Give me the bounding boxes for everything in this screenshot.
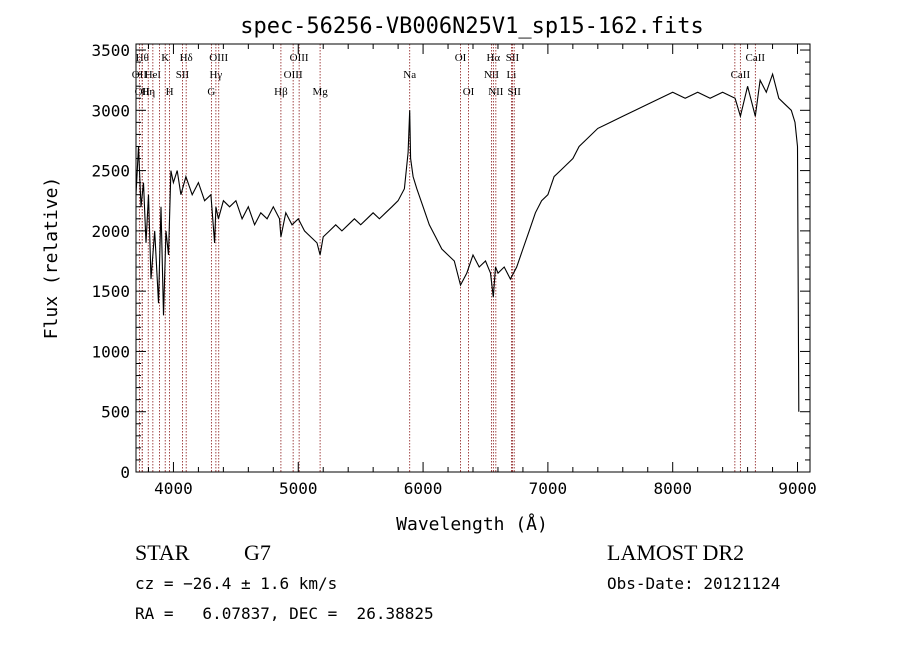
redshift-velocity: cz = −26.4 ± 1.6 km/s (135, 574, 338, 593)
y-tick-label: 1000 (91, 342, 130, 361)
line-marker-label: Li (507, 69, 517, 81)
y-tick-label: 0 (120, 463, 130, 482)
line-marker-label: OI (463, 86, 475, 98)
observation-date: Obs-Date: 20121124 (607, 574, 781, 593)
x-tick-label: 6000 (404, 479, 443, 498)
x-axis: 4000 5000 6000 7000 8000 9000 (147, 44, 817, 498)
y-tick-label: 2000 (91, 222, 130, 241)
line-marker-label: HeI (145, 69, 162, 81)
y-axis-label: Flux (relative) (41, 177, 62, 340)
survey-name: LAMOST DR2 (607, 540, 745, 565)
line-marker-label: Hδ (180, 52, 193, 64)
x-tick-label: 8000 (653, 479, 692, 498)
x-tick-label: 5000 (279, 479, 318, 498)
y-tick-label: 2500 (91, 162, 130, 181)
line-marker-label: OI (455, 52, 467, 64)
line-marker-label: Na (403, 69, 416, 81)
object-class: STAR (135, 540, 190, 565)
line-marker-label: OII (135, 86, 151, 98)
line-marker-label: SII (507, 86, 521, 98)
line-marker-label: OIII (284, 69, 303, 81)
line-marker-label: Hγ (209, 69, 222, 81)
chart-title: spec-56256-VB006N25V1_sp15-162.fits (240, 14, 704, 39)
line-marker-label: Hβ (274, 86, 288, 98)
line-marker-label: K (161, 52, 169, 64)
x-tick-label: 7000 (529, 479, 568, 498)
plot-frame (135, 43, 811, 473)
line-marker-label: SII (506, 52, 520, 64)
line-marker-label: CaII (731, 69, 751, 81)
y-tick-label: 1500 (91, 282, 130, 301)
line-marker-label: H (166, 86, 174, 98)
line-marker-label: Hθ (136, 52, 149, 64)
line-marker-label: Mg (312, 86, 328, 98)
y-tick-label: 500 (101, 403, 130, 422)
line-marker-label: Hα (486, 52, 500, 64)
x-tick-label: 9000 (778, 479, 817, 498)
x-axis-label: Wavelength (Å) (396, 513, 548, 535)
line-marker-label: OIII (209, 52, 228, 64)
object-subclass: G7 (244, 540, 271, 565)
spectrum-series-line (135, 72, 800, 412)
line-marker-label: NII (488, 86, 504, 98)
coordinates: RA = 6.07837, DEC = 26.38825 (135, 604, 434, 623)
y-tick-label: 3000 (91, 101, 130, 120)
x-tick-label: 4000 (154, 479, 193, 498)
line-marker-label: SII (176, 69, 190, 81)
line-marker-label: OIII (290, 52, 309, 64)
y-tick-label: 3500 (91, 41, 130, 60)
line-marker-label: G (207, 86, 215, 98)
line-marker-label: NII (484, 69, 500, 81)
y-axis: 0 500 1000 1500 2000 2500 3000 3500 (91, 41, 810, 482)
spectral-line-markers: HθOIIOIIHηHeIKHSIIHδGHγOIIIHβOIIIOIIIMgN… (132, 44, 766, 472)
line-marker-label: Hη (141, 86, 155, 98)
line-marker-label: CaII (746, 52, 766, 64)
